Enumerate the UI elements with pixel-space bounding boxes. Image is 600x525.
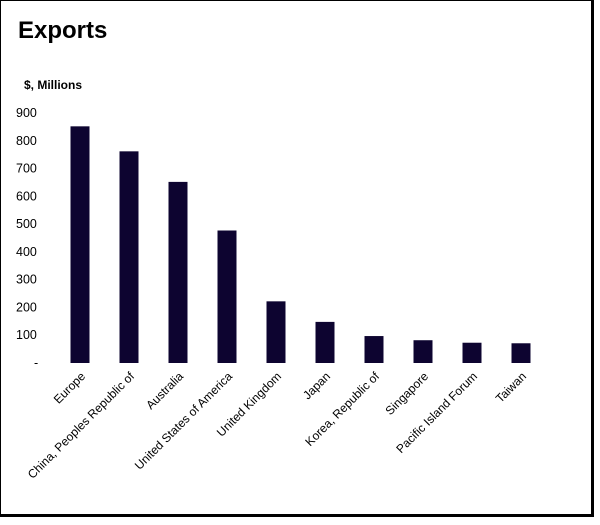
x-category-label: Pacific Island Forum (393, 369, 480, 456)
y-tick-label: 500 (16, 217, 37, 231)
y-axis-label: $, Millions (24, 78, 82, 92)
bars (70, 126, 531, 363)
bar (70, 126, 90, 363)
x-category-label: Australia (143, 369, 186, 412)
chart-title: Exports (18, 17, 107, 44)
bar (315, 321, 335, 363)
x-category-label: Singapore (383, 369, 432, 418)
y-tick-label: 300 (16, 273, 37, 287)
y-tick-label: 200 (16, 300, 37, 314)
y-tick-label: 800 (16, 134, 37, 148)
y-tick-label: 900 (16, 106, 37, 120)
x-category-label: United States of America (132, 369, 236, 473)
y-tick-label: 600 (16, 189, 37, 203)
y-tick-label: 400 (16, 245, 37, 259)
bar (413, 340, 433, 363)
bar (462, 342, 482, 363)
y-tick-label: - (34, 356, 38, 370)
x-category-label: Taiwan (493, 369, 529, 405)
bar (364, 336, 384, 363)
bar (217, 230, 237, 363)
bar (511, 343, 531, 363)
bar (266, 301, 286, 363)
x-category-label: Europe (51, 369, 88, 406)
bar (168, 181, 188, 363)
chart-frame (0, 0, 594, 517)
bar (119, 151, 139, 363)
y-tick-label: 100 (16, 328, 37, 342)
x-category-label: Japan (300, 369, 333, 402)
y-tick-label: 700 (16, 162, 37, 176)
y-axis-ticks: - 100 200 300 400 500 600 700 800 900 (16, 106, 38, 370)
